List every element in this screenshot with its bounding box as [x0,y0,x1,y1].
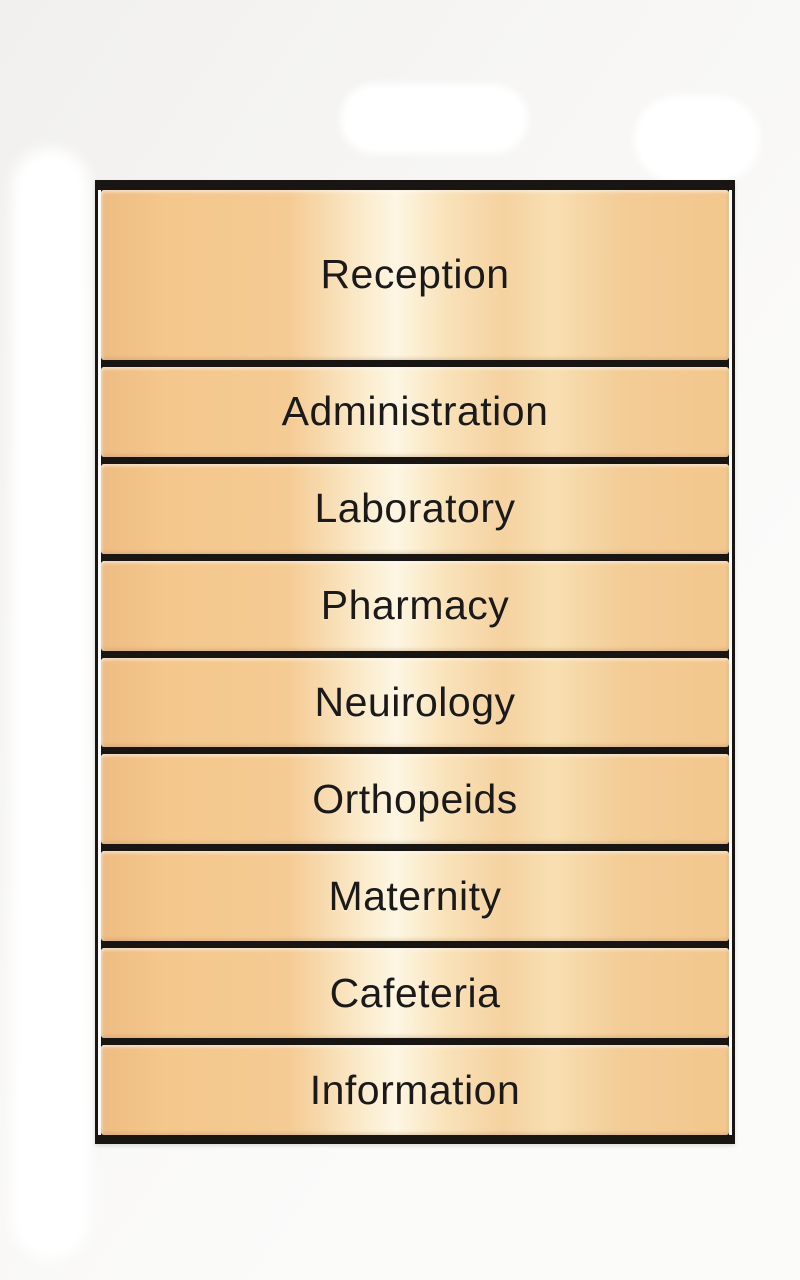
directory-board-frame: Reception Administration Laboratory Phar… [101,190,729,1136]
directory-board: Reception Administration Laboratory Phar… [95,180,735,1144]
sign-row-label: Administration [281,388,549,435]
sign-row-label: Neuirology [314,679,516,725]
sign-row-reception: Reception [101,190,729,360]
sign-row-label: Pharmacy [320,582,510,629]
sign-row-label: Cafeteria [329,969,501,1016]
sign-row-orthopedics: Orthopeids [101,754,729,845]
sign-row-laboratory: Laboratory [101,463,729,554]
sign-row-neurology: Neuirology [101,657,729,748]
sign-row-maternity: Maternity [101,851,729,942]
background-white-pill-top [340,84,528,154]
sign-row-label: Reception [320,251,510,298]
sign-row-administration: Administration [101,366,729,457]
sign-row-pharmacy: Pharmacy [101,560,729,651]
sign-row-label: Information [309,1066,521,1113]
sign-row-cafeteria: Cafeteria [101,948,729,1039]
background-white-blob-top-right [634,96,760,182]
sign-row-label: Laboratory [314,485,516,532]
sign-row-label: Orthopeids [312,775,518,822]
background-white-band-left [12,148,90,1260]
sign-row-information: Information [101,1045,729,1136]
sign-row-label: Maternity [328,872,502,919]
